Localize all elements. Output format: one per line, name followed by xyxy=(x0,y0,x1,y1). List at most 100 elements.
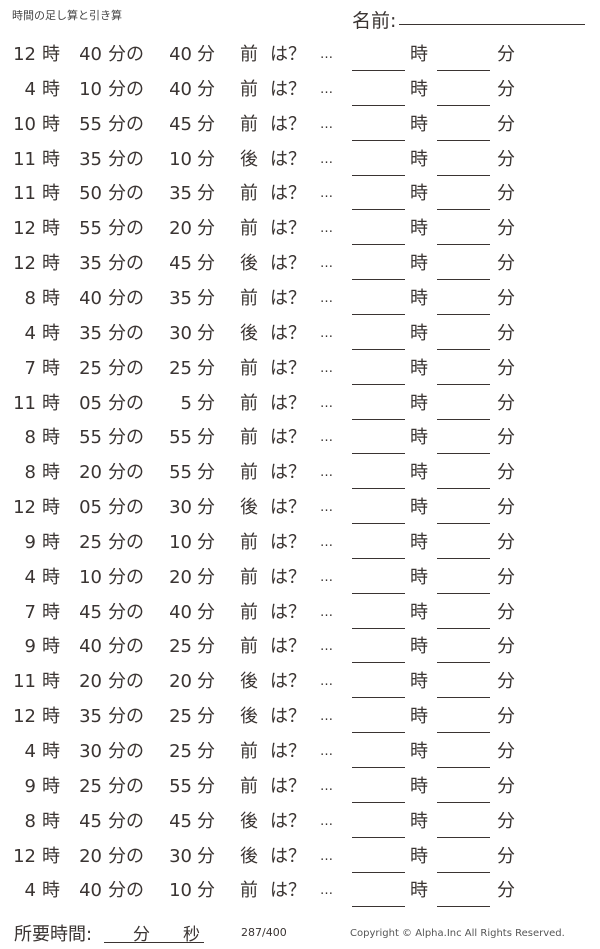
answer-hour-field[interactable] xyxy=(352,244,405,246)
answer-hour-field[interactable] xyxy=(352,383,405,385)
ellipsis: … xyxy=(320,709,333,725)
answer-hour-field[interactable] xyxy=(352,557,405,559)
problem-row: 4 時 30 分の 25 分前は？… 時分 xyxy=(0,737,600,768)
answer-hour-field[interactable] xyxy=(352,871,405,873)
answer-hour-field[interactable] xyxy=(352,313,405,315)
minute-of-label: 分の xyxy=(108,218,144,240)
answer-hour-field[interactable] xyxy=(352,279,405,281)
answer-hour-field[interactable] xyxy=(352,139,405,141)
answer-hour-field[interactable] xyxy=(352,767,405,768)
direction: 前 xyxy=(240,775,258,797)
ellipsis: … xyxy=(320,81,333,97)
answer-minute-field[interactable] xyxy=(437,801,490,803)
answer-hour-label: 時 xyxy=(410,78,428,100)
answer-hour-label: 時 xyxy=(410,392,428,414)
start-hour: 9 xyxy=(24,775,36,797)
answer-hour-field[interactable] xyxy=(352,697,405,699)
question-label: は？ xyxy=(270,148,306,170)
answer-hour-field[interactable] xyxy=(352,209,405,211)
question-label: は？ xyxy=(270,497,306,519)
minute-of-label: 分の xyxy=(108,601,144,623)
answer-minute-field[interactable] xyxy=(437,279,490,281)
question-label: は？ xyxy=(270,253,306,275)
answer-hour-field[interactable] xyxy=(352,906,405,908)
answer-hour-field[interactable] xyxy=(352,174,405,176)
minute-of-label: 分の xyxy=(108,671,144,693)
question-label: は？ xyxy=(270,531,306,553)
delta-minutes: 10 xyxy=(169,880,192,902)
start-minute: 55 xyxy=(79,113,102,135)
answer-minute-field[interactable] xyxy=(437,209,490,211)
direction: 後 xyxy=(240,810,258,832)
answer-hour-field[interactable] xyxy=(352,348,405,350)
answer-minute-field[interactable] xyxy=(437,767,490,768)
direction: 後 xyxy=(240,253,258,275)
answer-minute-field[interactable] xyxy=(437,453,490,455)
problem-row: 8 時 45 分の 45 分後は？… 時分 xyxy=(0,807,600,838)
answer-minute-field[interactable] xyxy=(437,592,490,594)
time-required-field[interactable] xyxy=(104,942,204,943)
answer-hour-field[interactable] xyxy=(352,104,405,106)
answer-hour-field[interactable] xyxy=(352,801,405,803)
answer-minute-field[interactable] xyxy=(437,627,490,629)
answer-hour-field[interactable] xyxy=(352,523,405,525)
answer-minute-field[interactable] xyxy=(437,244,490,246)
answer-minute-label: 分 xyxy=(497,671,515,693)
start-hour: 8 xyxy=(24,427,36,449)
minute-label: 分 xyxy=(197,810,215,832)
answer-minute-field[interactable] xyxy=(437,732,490,734)
minute-of-label: 分の xyxy=(108,113,144,135)
name-label: 名前: xyxy=(352,10,397,32)
answer-minute-field[interactable] xyxy=(437,557,490,559)
answer-hour-field[interactable] xyxy=(352,836,405,838)
start-minute: 40 xyxy=(79,287,102,309)
start-hour: 7 xyxy=(24,601,36,623)
ellipsis: … xyxy=(320,500,333,516)
delta-minutes: 45 xyxy=(169,253,192,275)
answer-minute-field[interactable] xyxy=(437,906,490,908)
answer-minute-field[interactable] xyxy=(437,662,490,664)
minute-of-label: 分の xyxy=(108,322,144,344)
start-hour: 12 xyxy=(13,706,36,728)
hour-label: 時 xyxy=(42,636,60,658)
answer-minute-field[interactable] xyxy=(437,523,490,525)
answer-hour-field[interactable] xyxy=(352,732,405,734)
answer-minute-field[interactable] xyxy=(437,104,490,106)
answer-hour-field[interactable] xyxy=(352,418,405,420)
answer-hour-field[interactable] xyxy=(352,627,405,629)
answer-hour-field[interactable] xyxy=(352,70,405,71)
answer-minute-field[interactable] xyxy=(437,348,490,350)
answer-hour-label: 時 xyxy=(410,322,428,344)
direction: 後 xyxy=(240,706,258,728)
answer-minute-field[interactable] xyxy=(437,871,490,873)
ellipsis: … xyxy=(320,116,333,132)
answer-minute-field[interactable] xyxy=(437,139,490,141)
hour-label: 時 xyxy=(42,287,60,309)
delta-minutes: 40 xyxy=(169,78,192,100)
answer-minute-label: 分 xyxy=(497,392,515,414)
answer-hour-field[interactable] xyxy=(352,592,405,594)
minute-of-label: 分の xyxy=(108,427,144,449)
delta-minutes: 30 xyxy=(169,322,192,344)
hour-label: 時 xyxy=(42,253,60,275)
start-hour: 4 xyxy=(24,880,36,902)
minute-label: 分 xyxy=(197,845,215,867)
start-hour: 12 xyxy=(13,845,36,867)
answer-hour-field[interactable] xyxy=(352,488,405,490)
minute-label: 分 xyxy=(197,287,215,309)
answer-minute-field[interactable] xyxy=(437,383,490,385)
hour-label: 時 xyxy=(42,671,60,693)
direction: 前 xyxy=(240,78,258,100)
answer-hour-label: 時 xyxy=(410,183,428,205)
answer-minute-field[interactable] xyxy=(437,488,490,490)
answer-minute-field[interactable] xyxy=(437,697,490,699)
answer-minute-field[interactable] xyxy=(437,313,490,315)
answer-minute-field[interactable] xyxy=(437,70,490,71)
answer-minute-field[interactable] xyxy=(437,418,490,420)
answer-hour-field[interactable] xyxy=(352,453,405,455)
answer-minute-field[interactable] xyxy=(437,836,490,838)
name-field[interactable] xyxy=(399,24,585,25)
question-label: は？ xyxy=(270,810,306,832)
answer-minute-field[interactable] xyxy=(437,174,490,176)
answer-hour-field[interactable] xyxy=(352,662,405,664)
